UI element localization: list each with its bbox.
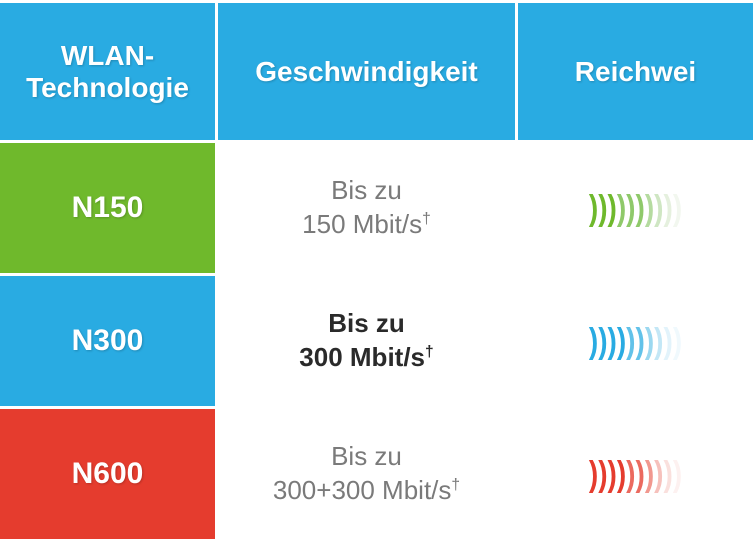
header-technology-label: WLAN-Technologie [26,40,189,104]
tech-label: N300 [72,324,144,358]
signal-strength-icon: )))))))))) [589,458,682,490]
tech-cell-n300: N300 [0,273,215,406]
range-cell-n150: )))))))))) [515,140,753,273]
speed-cell-n300: Bis zu 300 Mbit/s† [215,273,515,406]
speed-value: 300 Mbit/s† [299,341,433,375]
speed-value: 150 Mbit/s† [302,208,431,242]
signal-strength-icon: )))))))))) [589,192,682,224]
speed-value: 300+300 Mbit/s† [273,474,460,508]
speed-prefix: Bis zu [328,307,405,341]
header-range: Reichwei [515,0,753,140]
header-technology: WLAN-Technologie [0,0,215,140]
speed-cell-n600: Bis zu 300+300 Mbit/s† [215,406,515,539]
tech-label: N600 [72,457,144,491]
header-speed-label: Geschwindigkeit [255,56,478,88]
tech-label: N150 [72,191,144,225]
range-cell-n600: )))))))))) [515,406,753,539]
wlan-comparison-table: WLAN-Technologie Geschwindigkeit Reichwe… [0,0,753,539]
tech-cell-n600: N600 [0,406,215,539]
signal-strength-icon: )))))))))) [589,325,682,357]
speed-cell-n150: Bis zu 150 Mbit/s† [215,140,515,273]
header-speed: Geschwindigkeit [215,0,515,140]
speed-prefix: Bis zu [331,174,402,208]
tech-cell-n150: N150 [0,140,215,273]
header-range-label: Reichwei [575,56,696,88]
speed-prefix: Bis zu [331,440,402,474]
range-cell-n300: )))))))))) [515,273,753,406]
